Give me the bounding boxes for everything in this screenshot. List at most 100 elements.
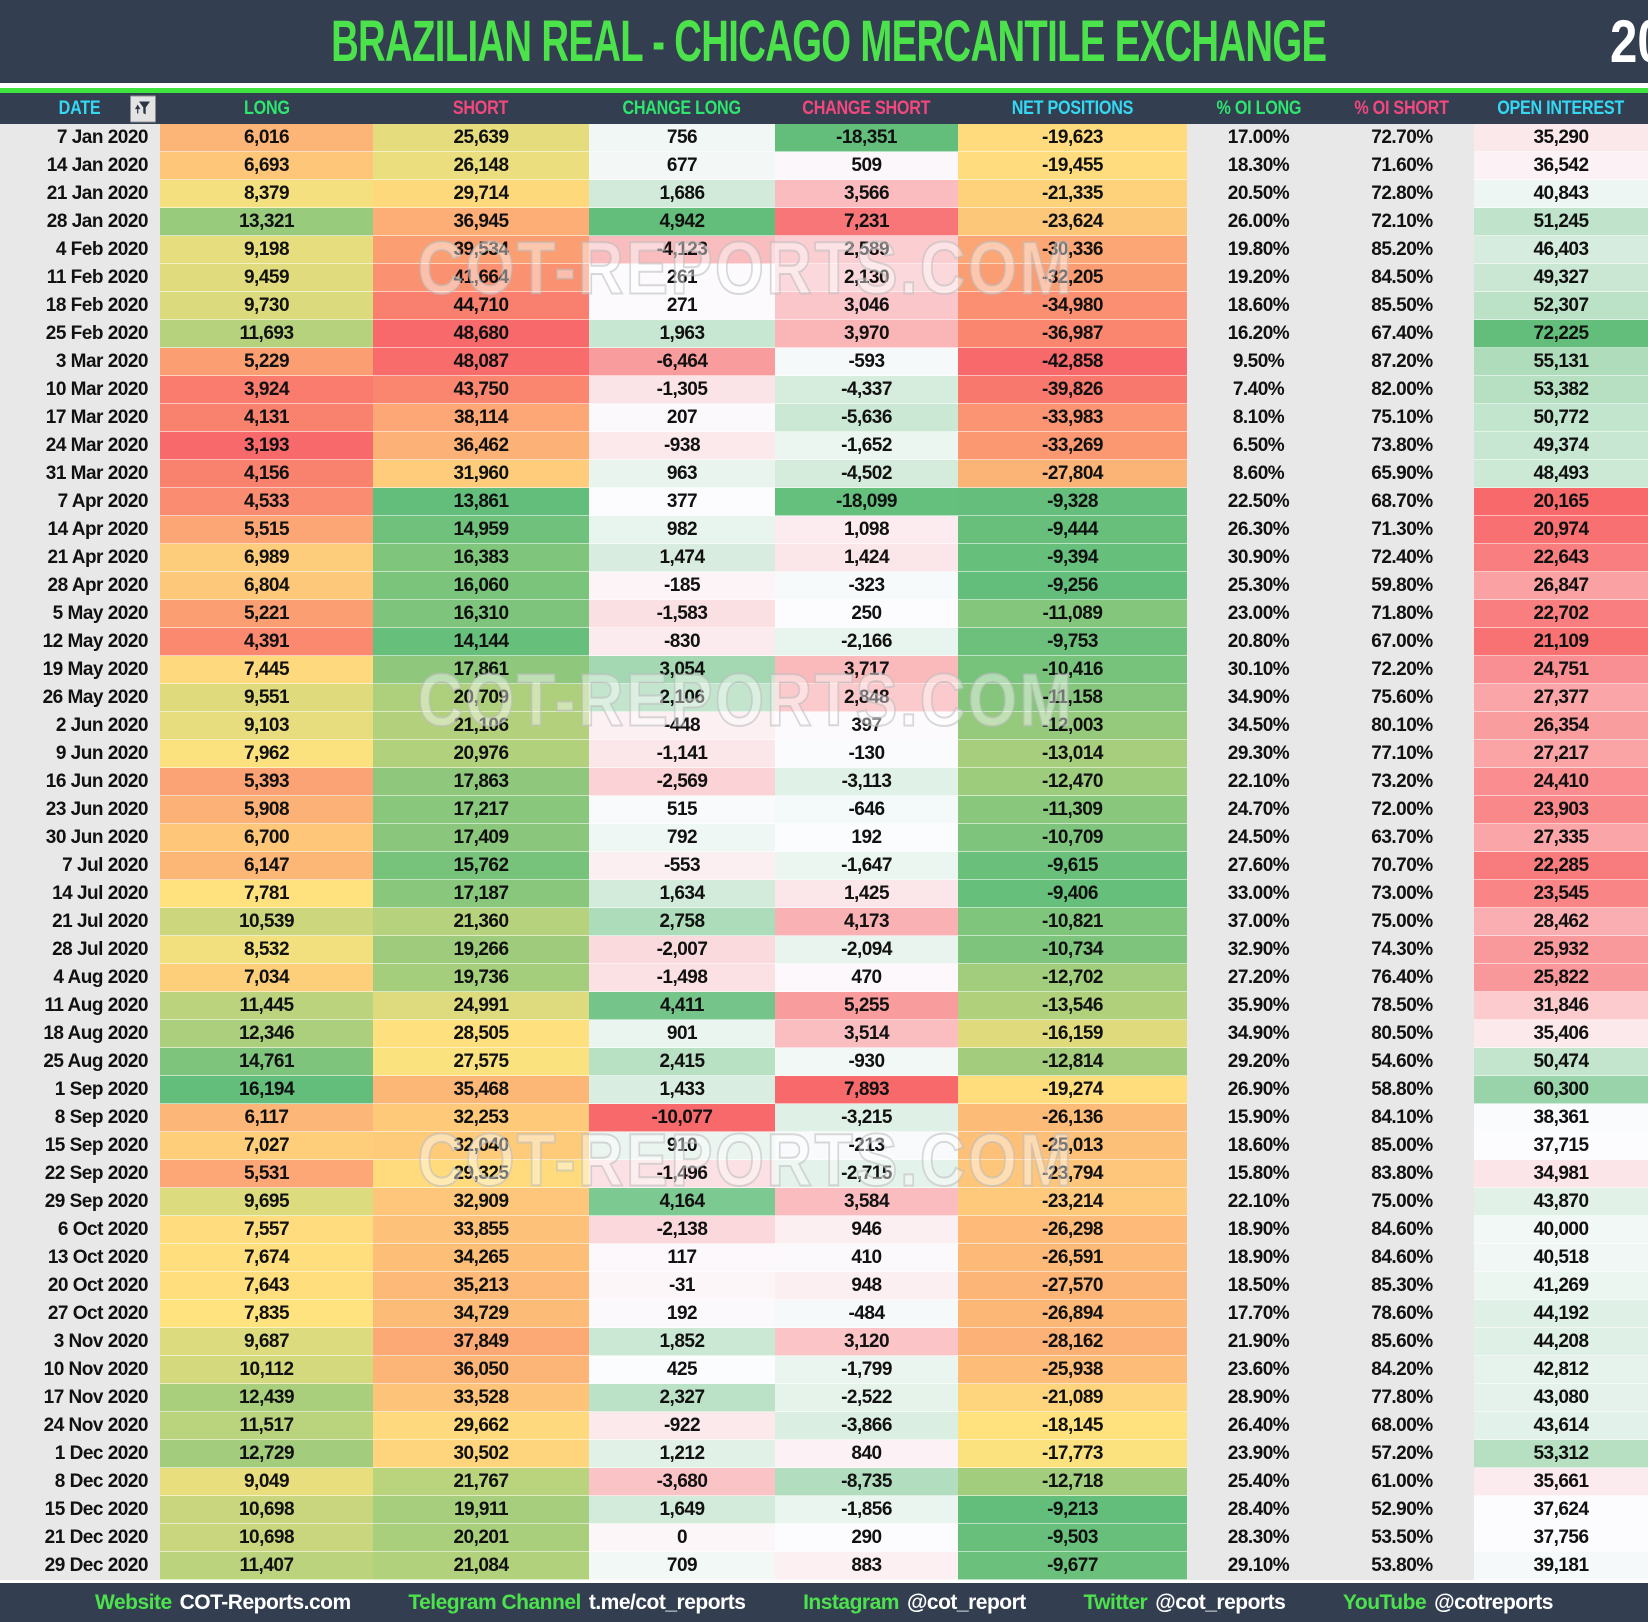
date-cell: 17 Nov 2020 xyxy=(0,1384,160,1412)
footer-item-twitter[interactable]: Twitter @cot_reports xyxy=(1083,1591,1285,1615)
change-short-cell: -8,735 xyxy=(775,1468,958,1496)
net-positions-cell: -34,980 xyxy=(958,292,1187,320)
net-positions-cell: -33,983 xyxy=(958,404,1187,432)
footer-item-instagram[interactable]: Instagram @cot_report xyxy=(803,1591,1026,1615)
-oi-long-cell: 18.90% xyxy=(1187,1216,1330,1244)
date-cell: 13 Oct 2020 xyxy=(0,1244,160,1272)
short-cell: 16,060 xyxy=(373,572,589,600)
short-cell: 35,213 xyxy=(373,1272,589,1300)
-oi-long-cell: 8.60% xyxy=(1187,460,1330,488)
-oi-short-cell: 80.50% xyxy=(1330,1020,1474,1048)
table-row: 28 Apr 2020 6,804 16,060 -185 -323 -9,256 25.3… xyxy=(0,572,1648,600)
date-cell: 7 Apr 2020 xyxy=(0,488,160,516)
net-positions-cell: -32,205 xyxy=(958,264,1187,292)
long-cell: 6,147 xyxy=(160,852,373,880)
divider-white xyxy=(0,83,1648,88)
table-header-row: DATE LONG SHORT CHANGE LONG CHANGE SHORT NET … xyxy=(0,93,1648,124)
-oi-long-cell: 34.50% xyxy=(1187,712,1330,740)
column-header-long: LONG xyxy=(160,93,373,124)
-oi-long-cell: 26.90% xyxy=(1187,1076,1330,1104)
date-filter-button[interactable] xyxy=(130,95,156,122)
net-positions-cell: -25,013 xyxy=(958,1132,1187,1160)
short-cell: 29,325 xyxy=(373,1160,589,1188)
short-cell: 32,040 xyxy=(373,1132,589,1160)
date-cell: 2 Jun 2020 xyxy=(0,712,160,740)
change-short-cell: -1,799 xyxy=(775,1356,958,1384)
change-short-cell: 192 xyxy=(775,824,958,852)
long-cell: 6,117 xyxy=(160,1104,373,1132)
-oi-short-cell: 84.50% xyxy=(1330,264,1474,292)
date-cell: 9 Jun 2020 xyxy=(0,740,160,768)
open-interest-cell: 39,181 xyxy=(1474,1552,1648,1580)
short-cell: 14,144 xyxy=(373,628,589,656)
change-long-cell: -553 xyxy=(589,852,775,880)
open-interest-cell: 24,410 xyxy=(1474,768,1648,796)
short-cell: 17,863 xyxy=(373,768,589,796)
table-row: 17 Mar 2020 4,131 38,114 207 -5,636 -33,983 8.… xyxy=(0,404,1648,432)
date-cell: 10 Mar 2020 xyxy=(0,376,160,404)
short-cell: 21,084 xyxy=(373,1552,589,1580)
divider-green-line xyxy=(0,88,1648,93)
net-positions-cell: -19,623 xyxy=(958,124,1187,152)
date-cell: 18 Feb 2020 xyxy=(0,292,160,320)
open-interest-cell: 23,545 xyxy=(1474,880,1648,908)
-oi-short-cell: 75.60% xyxy=(1330,684,1474,712)
-oi-long-cell: 35.90% xyxy=(1187,992,1330,1020)
open-interest-cell: 34,981 xyxy=(1474,1160,1648,1188)
change-short-cell: -2,166 xyxy=(775,628,958,656)
-oi-short-cell: 77.80% xyxy=(1330,1384,1474,1412)
column-header-label: NET POSITIONS xyxy=(1011,97,1134,119)
long-cell: 6,693 xyxy=(160,152,373,180)
open-interest-cell: 51,245 xyxy=(1474,208,1648,236)
footer-item-website[interactable]: Website COT-Reports.com xyxy=(95,1591,351,1615)
date-cell: 21 Jan 2020 xyxy=(0,180,160,208)
change-short-cell: 2,848 xyxy=(775,684,958,712)
-oi-short-cell: 84.20% xyxy=(1330,1356,1474,1384)
change-long-cell: -1,141 xyxy=(589,740,775,768)
short-cell: 15,762 xyxy=(373,852,589,880)
change-long-cell: 2,106 xyxy=(589,684,775,712)
-oi-long-cell: 28.90% xyxy=(1187,1384,1330,1412)
column-header-change-short: CHANGE SHORT xyxy=(775,93,958,124)
change-long-cell: 901 xyxy=(589,1020,775,1048)
date-cell: 24 Mar 2020 xyxy=(0,432,160,460)
short-cell: 33,855 xyxy=(373,1216,589,1244)
short-cell: 17,217 xyxy=(373,796,589,824)
-oi-long-cell: 33.00% xyxy=(1187,880,1330,908)
long-cell: 7,962 xyxy=(160,740,373,768)
footer-item-youtube[interactable]: YouTube @cotreports xyxy=(1342,1590,1554,1615)
change-long-cell: 4,411 xyxy=(589,992,775,1020)
-oi-long-cell: 22.10% xyxy=(1187,1188,1330,1216)
date-cell: 25 Feb 2020 xyxy=(0,320,160,348)
short-cell: 30,502 xyxy=(373,1440,589,1468)
table-row: 20 Oct 2020 7,643 35,213 -31 948 -27,570 18.50… xyxy=(0,1272,1648,1300)
open-interest-cell: 37,624 xyxy=(1474,1496,1648,1524)
date-cell: 19 May 2020 xyxy=(0,656,160,684)
table-row: 13 Oct 2020 7,674 34,265 117 410 -26,591 18.90… xyxy=(0,1244,1648,1272)
long-cell: 5,393 xyxy=(160,768,373,796)
date-cell: 16 Jun 2020 xyxy=(0,768,160,796)
net-positions-cell: -11,089 xyxy=(958,600,1187,628)
change-long-cell: 377 xyxy=(589,488,775,516)
footer-value: t.me/cot_reports xyxy=(588,1590,746,1614)
open-interest-cell: 49,374 xyxy=(1474,432,1648,460)
date-cell: 15 Sep 2020 xyxy=(0,1132,160,1160)
open-interest-cell: 40,000 xyxy=(1474,1216,1648,1244)
change-short-cell: -5,636 xyxy=(775,404,958,432)
date-cell: 30 Jun 2020 xyxy=(0,824,160,852)
date-cell: 18 Aug 2020 xyxy=(0,1020,160,1048)
short-cell: 27,575 xyxy=(373,1048,589,1076)
change-long-cell: -2,138 xyxy=(589,1216,775,1244)
-oi-long-cell: 26.40% xyxy=(1187,1412,1330,1440)
net-positions-cell: -13,014 xyxy=(958,740,1187,768)
-oi-short-cell: 59.80% xyxy=(1330,572,1474,600)
footer-label: YouTube xyxy=(1342,1590,1427,1614)
short-cell: 38,114 xyxy=(373,404,589,432)
change-short-cell: -130 xyxy=(775,740,958,768)
table-row: 8 Sep 2020 6,117 32,253 -10,077 -3,215 -26,13… xyxy=(0,1104,1648,1132)
-oi-long-cell: 24.70% xyxy=(1187,796,1330,824)
change-short-cell: 840 xyxy=(775,1440,958,1468)
-oi-long-cell: 37.00% xyxy=(1187,908,1330,936)
footer-item-telegram-channel[interactable]: Telegram Channel t.me/cot_reports xyxy=(408,1590,746,1615)
